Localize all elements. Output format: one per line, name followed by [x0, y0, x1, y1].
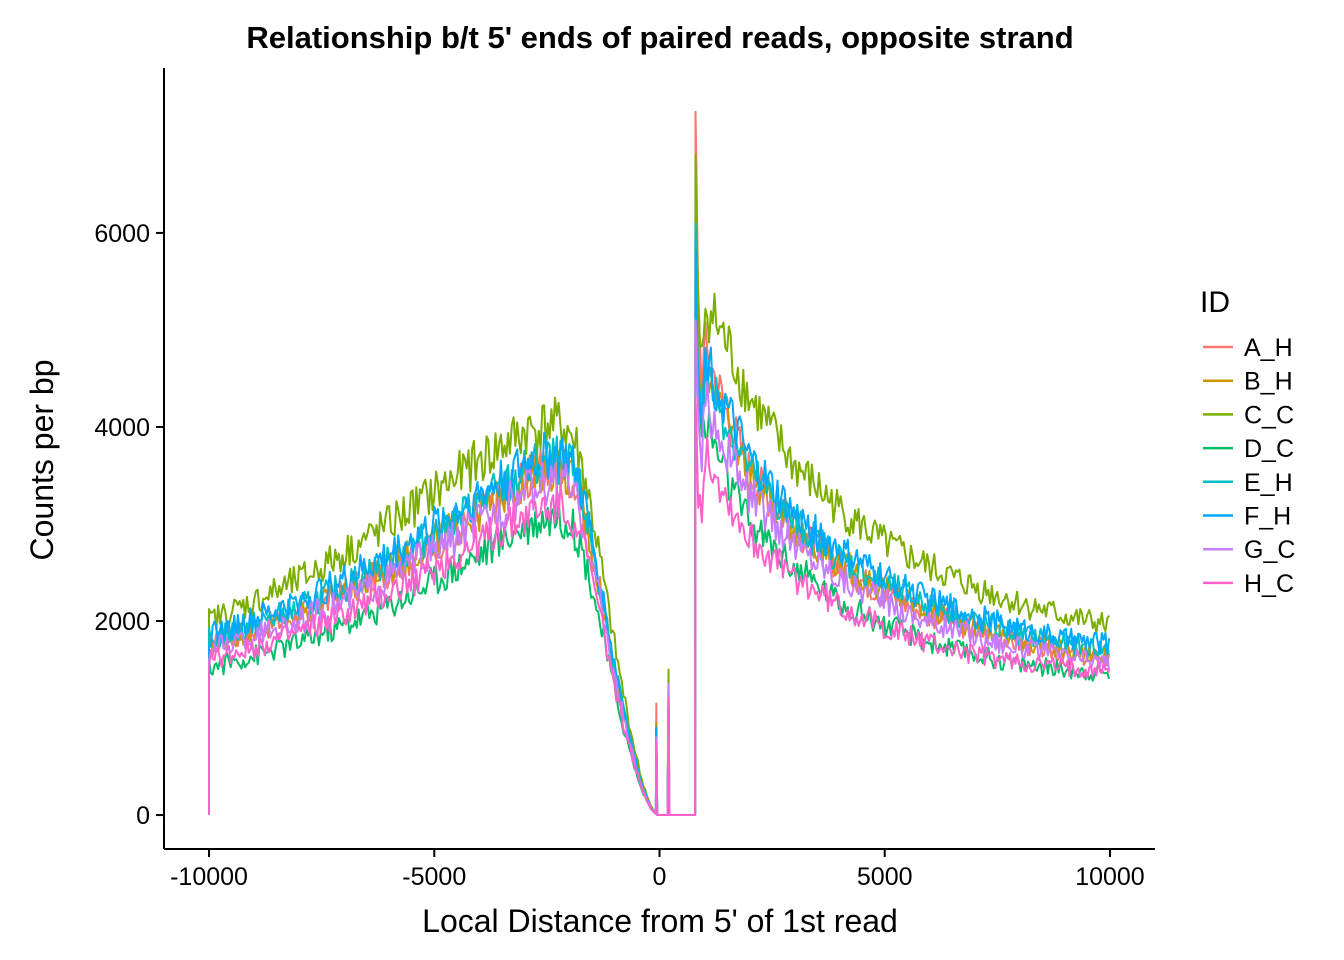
legend: ID A_H B_H C_C D_C E_H F_H G_C H_C	[1200, 286, 1295, 598]
x-axis-title: Local Distance from 5' of 1st read	[422, 903, 898, 939]
y-axis-title: Counts per bp	[24, 359, 60, 560]
series-line-F_H	[208, 251, 1111, 816]
series-line-C_C	[208, 154, 1110, 816]
legend-label-D_C: D_C	[1244, 435, 1294, 463]
x-axis-ticks: -10000 -5000 0 5000 10000	[170, 849, 1145, 891]
plot-series	[208, 110, 1111, 816]
legend-label-C_C: C_C	[1244, 401, 1294, 429]
x-tick-label: 0	[653, 863, 667, 891]
legend-label-A_H: A_H	[1244, 334, 1293, 362]
y-tick-label: 0	[136, 802, 150, 830]
legend-label-H_C: H_C	[1244, 570, 1294, 598]
legend-title: ID	[1200, 286, 1230, 319]
legend-label-G_C: G_C	[1244, 536, 1295, 564]
series-line-D_C	[208, 231, 1111, 816]
y-tick-label: 4000	[94, 414, 150, 442]
legend-label-B_H: B_H	[1244, 368, 1293, 396]
chart-title: Relationship b/t 5' ends of paired reads…	[246, 20, 1073, 55]
series-line-H_C	[208, 396, 1110, 816]
x-tick-label: -5000	[402, 863, 466, 891]
y-axis-ticks: 0 2000 4000 6000	[94, 220, 164, 830]
series-line-E_H	[208, 222, 1111, 816]
legend-label-E_H: E_H	[1244, 469, 1293, 497]
y-tick-label: 6000	[94, 220, 150, 248]
y-tick-label: 2000	[94, 608, 150, 636]
x-tick-label: 5000	[857, 863, 913, 891]
x-tick-label: 10000	[1075, 863, 1145, 891]
x-tick-label: -10000	[170, 863, 248, 891]
series-line-B_H	[208, 202, 1111, 816]
legend-label-F_H: F_H	[1244, 503, 1291, 531]
series-line-A_H	[208, 110, 1110, 816]
